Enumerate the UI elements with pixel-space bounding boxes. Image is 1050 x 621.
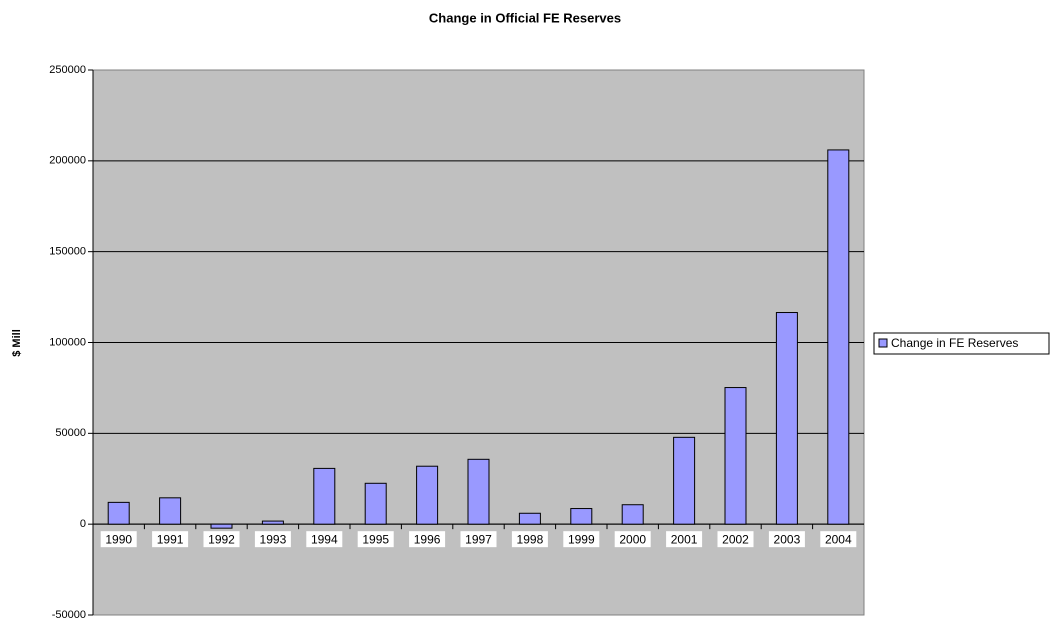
bar — [467, 458, 490, 525]
bar — [827, 149, 850, 525]
x-label-bg — [768, 531, 805, 548]
legend-swatch — [878, 338, 888, 348]
x-label-bg — [203, 531, 240, 548]
x-tick-label: 1998 — [517, 532, 544, 546]
x-label-bg — [563, 531, 600, 548]
x-label-bg — [306, 531, 343, 548]
chart-title: Change in Official FE Reserves — [429, 10, 621, 25]
bar — [261, 520, 284, 525]
x-tick-label: 2000 — [619, 532, 646, 546]
x-tick-label: 1994 — [311, 532, 338, 546]
x-label-bg — [666, 531, 703, 548]
bar — [364, 482, 387, 525]
x-label-bg — [614, 531, 651, 548]
x-tick-label: 1992 — [208, 532, 235, 546]
x-tick-label: 2002 — [722, 532, 749, 546]
y-axis-label: $ Mill — [11, 329, 23, 357]
x-tick-label: 1990 — [105, 532, 132, 546]
x-label-bg — [100, 531, 137, 548]
x-label-bg — [409, 531, 446, 548]
y-tick-label: 200000 — [49, 155, 86, 167]
bar — [621, 504, 644, 525]
x-label-bg — [820, 531, 857, 548]
y-tick-label: 50000 — [55, 427, 86, 439]
x-tick-label: 2003 — [774, 532, 801, 546]
bar — [107, 501, 130, 525]
bar — [673, 436, 696, 525]
y-tick-label: 150000 — [49, 246, 86, 258]
y-tick-label: 100000 — [49, 336, 86, 348]
x-tick-label: 1996 — [414, 532, 441, 546]
x-tick-label: 1997 — [465, 532, 492, 546]
bar — [570, 508, 593, 525]
x-label-bg — [254, 531, 291, 548]
y-tick-label: 250000 — [49, 64, 86, 76]
bar — [775, 312, 798, 525]
x-label-bg — [717, 531, 754, 548]
bar — [518, 512, 541, 525]
x-label-bg — [357, 531, 394, 548]
x-tick-label: 2001 — [671, 532, 698, 546]
legend-box — [873, 332, 1050, 355]
legend-label: Change in FE Reserves — [891, 336, 1018, 350]
bar — [416, 465, 439, 525]
y-tick-label: -50000 — [52, 609, 86, 621]
x-tick-label: 1991 — [157, 532, 184, 546]
x-tick-label: 1993 — [260, 532, 287, 546]
bar — [724, 387, 747, 525]
x-label-bg — [152, 531, 189, 548]
bar — [159, 497, 182, 525]
x-label-bg — [460, 531, 497, 548]
bar — [313, 467, 336, 525]
bar — [210, 523, 233, 529]
y-tick-label: 0 — [80, 518, 86, 530]
x-tick-label: 1999 — [568, 532, 595, 546]
x-label-bg — [511, 531, 548, 548]
x-tick-label: 1995 — [362, 532, 389, 546]
x-tick-label: 2004 — [825, 532, 852, 546]
